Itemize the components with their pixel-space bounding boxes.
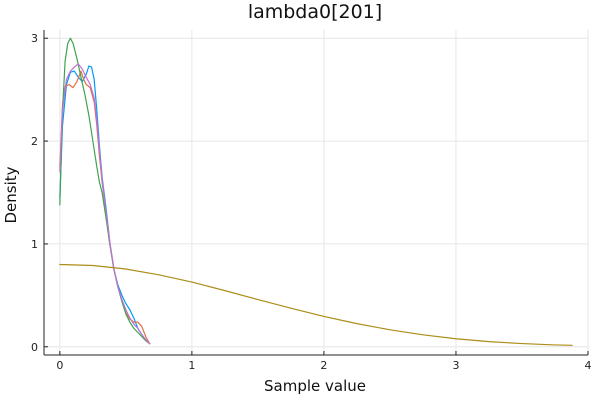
- y-axis-label: Density: [2, 166, 20, 223]
- series-line-3: [59, 37, 151, 345]
- tick-labels: 0 1 2 3 4 0 1 2 3: [31, 32, 592, 372]
- y-tick-label-2: 2: [31, 135, 38, 148]
- x-axis-label: Sample value: [264, 377, 366, 395]
- axes: [43, 30, 589, 356]
- x-tick-label-1: 1: [188, 359, 195, 372]
- x-tick-label-2: 2: [320, 359, 327, 372]
- y-tick-label-1: 1: [31, 238, 38, 251]
- y-tick-label-3: 3: [31, 32, 38, 45]
- x-tick-label-0: 0: [56, 359, 63, 372]
- series-line-5: [59, 263, 573, 346]
- series-line-4: [59, 63, 151, 345]
- series-lines: [59, 37, 573, 346]
- x-tick-label-3: 3: [452, 359, 459, 372]
- x-tick-label-4: 4: [585, 359, 592, 372]
- y-tick-label-0: 0: [31, 341, 38, 354]
- grid: [44, 30, 589, 355]
- chart-title: lambda0[201]: [248, 1, 382, 23]
